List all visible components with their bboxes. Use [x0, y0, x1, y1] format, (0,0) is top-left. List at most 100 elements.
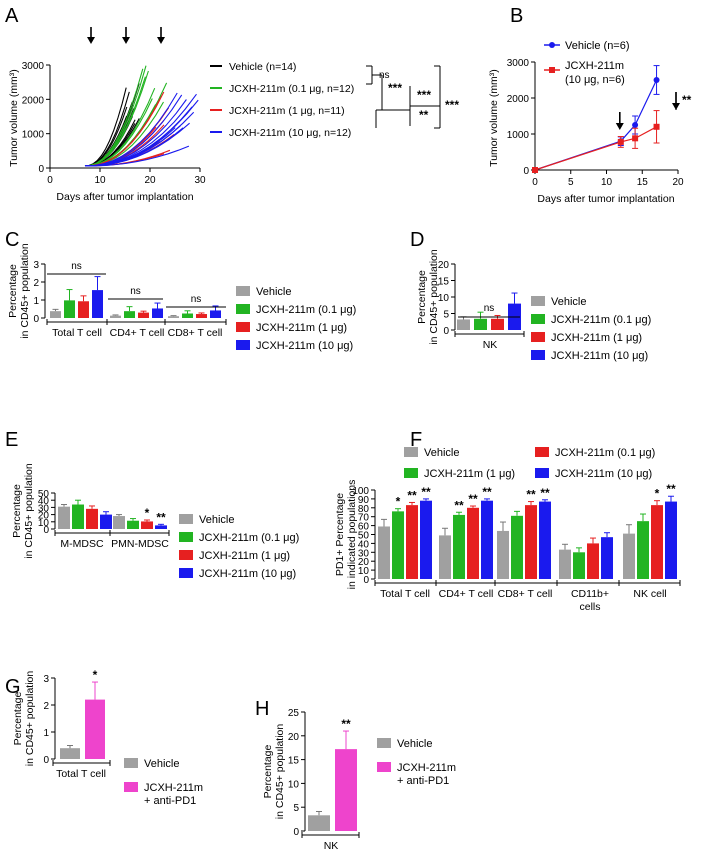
- bar-blue: [665, 501, 677, 579]
- x-tick-label: 10: [601, 177, 613, 188]
- data-point-red: [653, 123, 660, 130]
- significance-stars: *: [655, 487, 660, 501]
- y-axis-label-line1: Percentage: [262, 744, 274, 798]
- y-axis-label-line2: in CD45+ population: [19, 243, 31, 339]
- y-axis-label-line2: in CD45+ population: [24, 671, 36, 767]
- legend-label: JCXH-211m (0.1 μg): [199, 532, 299, 544]
- bar-blue: [100, 514, 112, 529]
- legend-swatch-gray: [179, 514, 193, 524]
- x-axis-label: Days after tumor implantation: [537, 193, 674, 205]
- category-label: CD4+ T cell: [439, 588, 494, 600]
- y-tick-label: 70: [358, 513, 370, 524]
- y-tick-label: 0: [43, 525, 49, 536]
- y-axis-label-line1: Percentage: [416, 270, 428, 324]
- legend-swatch-blue: [535, 468, 549, 478]
- legend-label: JCXH-211m (0.1 μg, n=12): [229, 83, 354, 95]
- y-tick-label: 0: [33, 314, 39, 325]
- legend-swatch-blue: [179, 568, 193, 578]
- legend-label: JCXH-211m (1 μg): [199, 550, 290, 562]
- bar-gray: [439, 535, 451, 579]
- significance-stars: **: [341, 717, 351, 731]
- data-point-red: [532, 167, 538, 173]
- category-label: cells: [579, 601, 600, 613]
- legend-label: Vehicle: [397, 738, 432, 750]
- panel-label: A: [5, 5, 19, 27]
- panel-H: 0 5 10 15 20 25 Percentage in CD45+ population *…: [255, 698, 456, 852]
- y-tick-label: 5: [443, 310, 449, 321]
- y-tick-label: 30: [38, 503, 50, 514]
- x-tick-label: 15: [637, 177, 649, 188]
- sig-label: ***: [445, 98, 459, 112]
- bar-green: [124, 311, 135, 318]
- treatment-arrow-head: [122, 37, 130, 44]
- y-tick-label: 1: [43, 728, 49, 739]
- y-tick-label: 1000: [22, 130, 45, 141]
- bar-red: [651, 505, 663, 579]
- significance-stars: **: [526, 488, 536, 502]
- legend-swatch-red: [236, 322, 250, 332]
- y-tick-label: 90: [358, 495, 370, 506]
- legend-label: Vehicle (n=6): [565, 40, 630, 52]
- bar-gray: [60, 748, 80, 759]
- y-tick-label: 20: [358, 557, 370, 568]
- treatment-arrow-head: [157, 37, 165, 44]
- bar-green: [474, 318, 487, 330]
- y-axis-label-line2: in CD45+ population: [274, 724, 286, 820]
- bar-gray: [50, 311, 61, 318]
- bar-red: [141, 521, 153, 529]
- panel-D: 0 5 10 15 20 Percentage in CD45+ population NK D…: [410, 229, 651, 362]
- category-label: NK: [483, 339, 498, 351]
- category-label: CD11b+: [571, 588, 609, 600]
- bar-blue: [155, 525, 167, 529]
- y-tick-label: 3000: [22, 61, 45, 72]
- panel-label: G: [5, 676, 21, 698]
- significance-stars: *: [93, 668, 98, 682]
- bar-gray: [559, 549, 571, 579]
- y-tick-label: 0: [443, 326, 449, 337]
- legend-swatch-gray: [404, 447, 418, 457]
- legend-label: Vehicle: [199, 514, 234, 526]
- legend-label: JCXH-211m (10 μg): [199, 568, 296, 580]
- y-tick-label: 0: [293, 827, 299, 838]
- legend-label: JCXH-211m: [144, 782, 203, 794]
- bar-red: [138, 312, 149, 318]
- bar-red: [467, 507, 479, 579]
- y-tick-label: 10: [38, 518, 50, 529]
- ns-label: ns: [484, 303, 495, 314]
- bar-blue: [92, 290, 103, 318]
- bar-gray: [168, 316, 179, 318]
- y-tick-label: 30: [358, 548, 370, 559]
- legend-label: + anti-PD1: [397, 775, 449, 787]
- bar-red: [525, 505, 537, 579]
- legend-label: Vehicle: [551, 296, 586, 308]
- panel-label: C: [5, 229, 19, 251]
- bar-gray: [457, 319, 470, 330]
- y-tick-label: 3000: [507, 58, 530, 69]
- y-tick-label: 60: [358, 522, 370, 533]
- legend-label: Vehicle: [424, 447, 459, 459]
- bar-gray: [378, 526, 390, 579]
- y-axis-label-line1: Percentage: [11, 484, 23, 538]
- bar-red: [196, 314, 207, 318]
- bar-red: [86, 508, 98, 529]
- legend-swatch-green: [404, 468, 418, 478]
- significance-stars: **: [156, 510, 166, 524]
- legend-label: Vehicle: [256, 286, 291, 298]
- bar-green: [511, 515, 523, 579]
- bar-blue: [210, 310, 221, 318]
- legend-swatch-red: [531, 332, 545, 342]
- treatment-arrow-head: [87, 37, 95, 44]
- data-point-blue: [653, 77, 660, 83]
- legend-label: JCXH-211m (1 μg): [256, 322, 347, 334]
- x-tick-label: 0: [532, 177, 538, 188]
- significance-stars: **: [454, 498, 464, 512]
- x-tick-label: 20: [672, 177, 684, 188]
- bar-red: [491, 318, 504, 330]
- sig-label: ***: [388, 81, 402, 95]
- legend-swatch-magenta: [124, 782, 138, 792]
- y-tick-label: 50: [358, 531, 370, 542]
- significance-stars: **: [540, 486, 550, 500]
- legend-swatch-green: [236, 304, 250, 314]
- legend-label: JCXH-211m (1 μg): [424, 468, 515, 480]
